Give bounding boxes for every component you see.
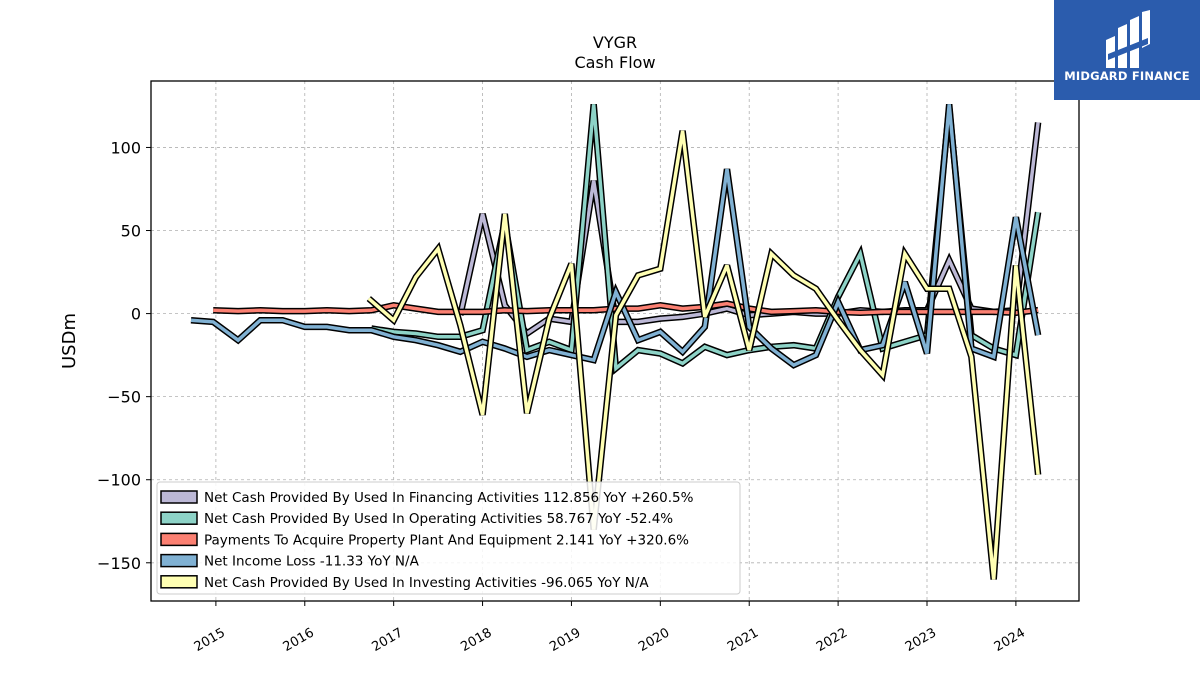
chart-title: VYGR [593,33,637,52]
legend-swatch-4 [160,553,198,568]
legend-swatch-5 [160,575,198,589]
legend-entry-2: Net Cash Provided By Used In Operating A… [204,511,673,527]
legend-entry-5: Net Cash Provided By Used In Investing A… [204,575,649,591]
legend-entry-3: Payments To Acquire Property Plant And E… [204,532,689,548]
midgard-logo-icon [1106,10,1150,68]
y-tick-label: 0 [131,305,141,324]
series-line-5 [367,130,1040,580]
legend-entry-1: Net Cash Provided By Used In Financing A… [204,490,694,506]
y-tick-label: −50 [107,388,141,407]
y-tick-label: −150 [97,554,141,573]
y-tick-label: 100 [110,138,141,157]
legend-swatch-3 [160,532,198,547]
y-tick-label: −100 [97,471,141,490]
y-axis-label: USDm [59,313,80,369]
logo-brand-text: MIDGARD FINANCE [1064,69,1190,83]
series-lines [190,104,1042,580]
y-tick-label: 50 [121,222,141,241]
midgard-finance-logo: MIDGARD FINANCE [1054,0,1200,100]
legend-swatch-1 [160,490,198,504]
y-axis-ticks: 100 50 0 −50 −100 −150 [97,138,151,573]
plot-frame [150,80,1080,602]
legend-entry-4: Net Income Loss -11.33 YoY N/A [204,554,420,570]
chart-subtitle: Cash Flow [574,53,655,72]
legend-swatch-2 [160,511,198,525]
legend: Net Cash Provided By Used In Financing A… [156,481,741,595]
legend-box [156,481,741,595]
